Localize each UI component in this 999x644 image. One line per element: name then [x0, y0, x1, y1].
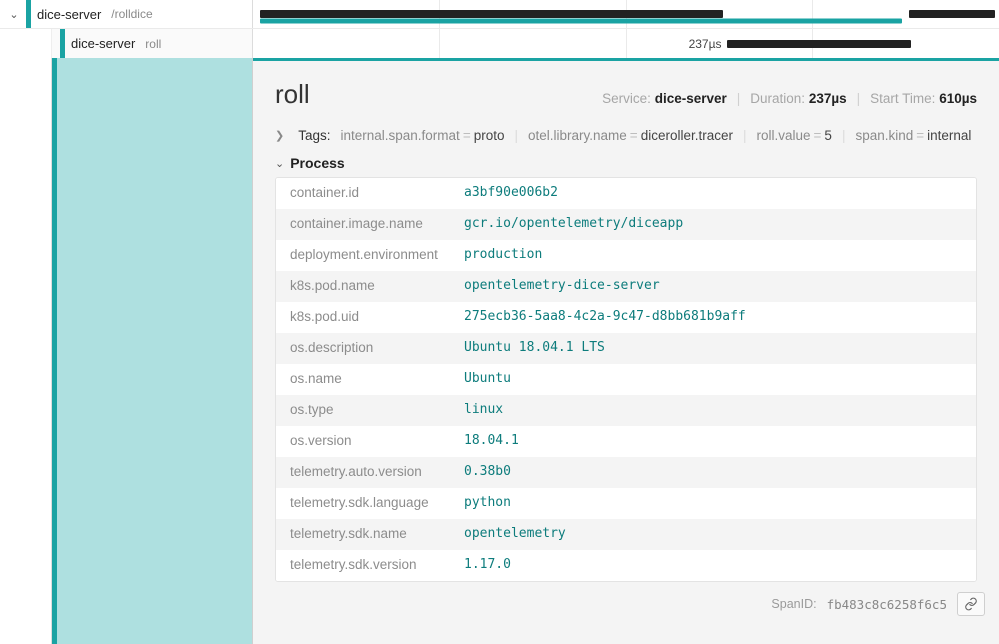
table-row[interactable]: telemetry.sdk.version1.17.0 — [276, 550, 976, 581]
tag-divider: | — [842, 128, 846, 143]
process-value: 275ecb36-5aa8-4c2a-9c47-d8bb681b9aff — [454, 302, 976, 333]
table-row[interactable]: k8s.pod.uid275ecb36-5aa8-4c2a-9c47-d8bb6… — [276, 302, 976, 333]
process-key: os.name — [276, 364, 454, 395]
meta-duration-value: 237µs — [809, 91, 847, 106]
detail-area: roll Service: dice-server | Duration: 23… — [0, 58, 999, 644]
table-row[interactable]: deployment.environmentproduction — [276, 240, 976, 271]
row-indent — [0, 29, 52, 58]
table-row[interactable]: k8s.pod.nameopentelemetry-dice-server — [276, 271, 976, 302]
table-row[interactable]: os.typelinux — [276, 395, 976, 426]
table-row[interactable]: os.version18.04.1 — [276, 426, 976, 457]
trace-row-parent[interactable]: ⌄ dice-server /rolldice — [0, 0, 999, 29]
tags-list: internal.span.format=proto | otel.library.… — [341, 128, 972, 143]
process-key: os.version — [276, 426, 454, 457]
link-icon — [964, 597, 978, 611]
tag-divider: | — [743, 128, 747, 143]
process-value: python — [454, 488, 976, 519]
service-name: dice-server — [71, 36, 135, 51]
span-color-bar — [60, 29, 65, 58]
meta-service-label: Service: — [602, 91, 651, 106]
meta-duration-label: Duration: — [750, 91, 805, 106]
table-row[interactable]: telemetry.sdk.nameopentelemetry — [276, 519, 976, 550]
panel-footer: SpanID: fb483c8c6258f6c5 — [275, 592, 985, 616]
deep-link-button[interactable] — [957, 592, 985, 616]
span-bar — [727, 40, 911, 48]
span-name-cell[interactable]: dice-server roll — [52, 29, 253, 58]
timeline-cell[interactable] — [253, 0, 999, 28]
timeline-cell[interactable]: 237µs — [253, 29, 999, 58]
span-name-cell[interactable]: ⌄ dice-server /rolldice — [0, 0, 253, 28]
process-key: telemetry.auto.version — [276, 457, 454, 488]
process-value: 1.17.0 — [454, 550, 976, 581]
process-value: opentelemetry-dice-server — [454, 271, 976, 302]
tag-divider: | — [514, 128, 518, 143]
panel-header: roll Service: dice-server | Duration: 23… — [253, 61, 999, 120]
process-key: k8s.pod.uid — [276, 302, 454, 333]
process-value: Ubuntu — [454, 364, 976, 395]
span-id-label: SpanID: — [771, 597, 816, 611]
chevron-down-icon[interactable]: ⌄ — [275, 157, 284, 170]
meta-divider: | — [737, 91, 741, 106]
span-id-value: fb483c8c6258f6c5 — [827, 597, 947, 612]
process-value: opentelemetry — [454, 519, 976, 550]
tag-item[interactable]: roll.value=5 — [757, 128, 832, 143]
span-duration-label: 237µs — [689, 37, 722, 51]
process-key: deployment.environment — [276, 240, 454, 271]
tag-item[interactable]: span.kind=internal — [855, 128, 971, 143]
span-meta: Service: dice-server | Duration: 237µs |… — [602, 91, 977, 106]
process-value: gcr.io/opentelemetry/diceapp — [454, 209, 976, 240]
process-table: container.ida3bf90e006b2container.image.… — [275, 177, 977, 582]
process-key: os.type — [276, 395, 454, 426]
operation-name: /rolldice — [111, 7, 152, 21]
process-header[interactable]: ⌄ Process — [253, 149, 999, 177]
meta-divider: | — [857, 91, 861, 106]
process-label: Process — [290, 155, 344, 171]
detail-highlight-gutter — [52, 58, 253, 644]
table-row[interactable]: os.descriptionUbuntu 18.04.1 LTS — [276, 333, 976, 364]
process-value: Ubuntu 18.04.1 LTS — [454, 333, 976, 364]
span-bar — [260, 19, 902, 24]
meta-service-value: dice-server — [655, 91, 727, 106]
process-key: telemetry.sdk.version — [276, 550, 454, 581]
process-value: production — [454, 240, 976, 271]
process-value: a3bf90e006b2 — [454, 178, 976, 209]
process-key: os.description — [276, 333, 454, 364]
tags-row[interactable]: ❯ Tags: internal.span.format=proto | otel.… — [253, 120, 999, 149]
trace-row-child[interactable]: dice-server roll 237µs — [0, 29, 999, 58]
meta-start-label: Start Time: — [870, 91, 935, 106]
service-name: dice-server — [37, 7, 101, 22]
process-value: 0.38b0 — [454, 457, 976, 488]
chevron-down-icon[interactable]: ⌄ — [8, 8, 20, 21]
span-detail-panel: roll Service: dice-server | Duration: 23… — [253, 58, 999, 644]
span-color-bar — [26, 0, 31, 28]
process-value: linux — [454, 395, 976, 426]
process-key: telemetry.sdk.language — [276, 488, 454, 519]
process-key: k8s.pod.name — [276, 271, 454, 302]
span-title: roll — [275, 79, 602, 110]
tag-item[interactable]: internal.span.format=proto — [341, 128, 505, 143]
table-row[interactable]: container.image.namegcr.io/opentelemetry… — [276, 209, 976, 240]
table-row[interactable]: telemetry.sdk.languagepython — [276, 488, 976, 519]
tag-item[interactable]: otel.library.name=diceroller.tracer — [528, 128, 733, 143]
tags-label: Tags: — [298, 128, 330, 143]
detail-left-gutter — [0, 58, 52, 644]
operation-name: roll — [145, 37, 161, 51]
process-key: telemetry.sdk.name — [276, 519, 454, 550]
trace-rows: ⌄ dice-server /rolldice dice-server roll… — [0, 0, 999, 58]
table-row[interactable]: telemetry.auto.version0.38b0 — [276, 457, 976, 488]
meta-start-value: 610µs — [939, 91, 977, 106]
table-row[interactable]: container.ida3bf90e006b2 — [276, 178, 976, 209]
chevron-right-icon[interactable]: ❯ — [275, 129, 284, 142]
process-key: container.image.name — [276, 209, 454, 240]
span-bar — [909, 10, 995, 18]
table-row[interactable]: os.nameUbuntu — [276, 364, 976, 395]
span-bar — [260, 10, 723, 18]
process-value: 18.04.1 — [454, 426, 976, 457]
process-key: container.id — [276, 178, 454, 209]
